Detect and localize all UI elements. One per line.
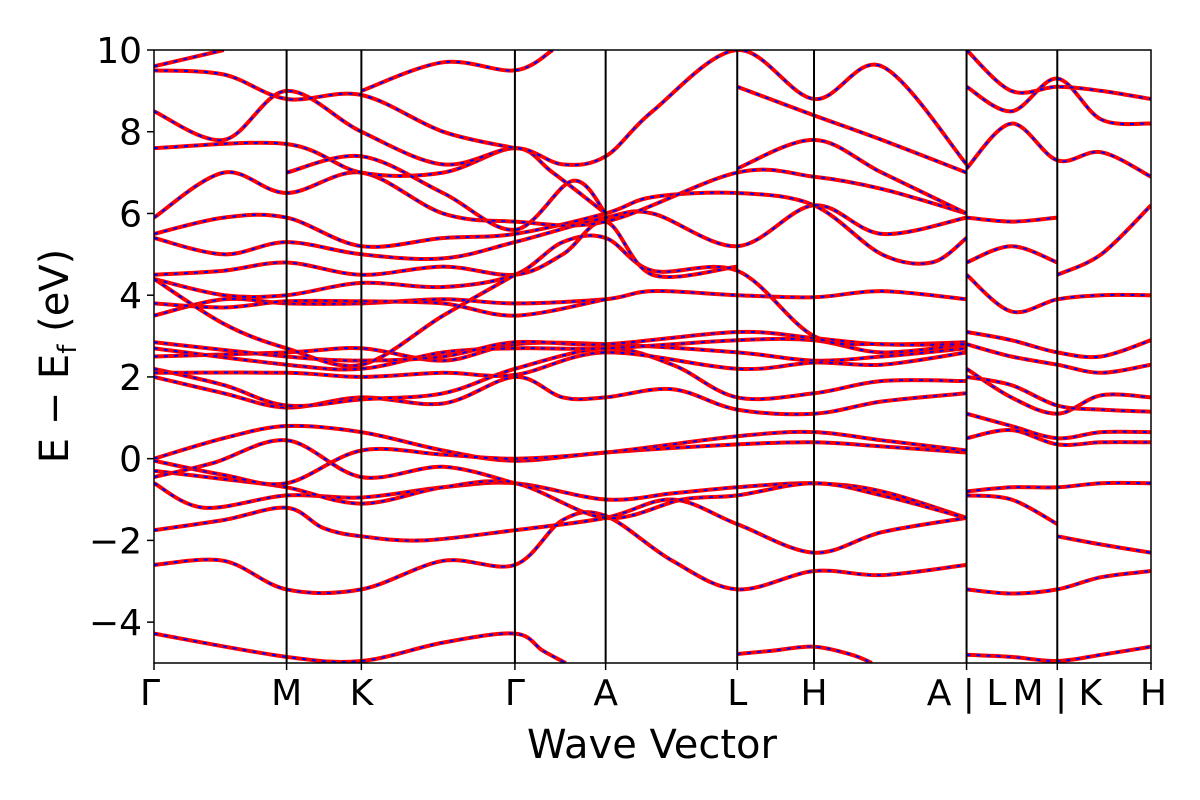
- y-axis-label-main: E − E: [32, 354, 78, 464]
- y-axis-ticks: −4 −2 0 2 4 6 8 10: [89, 31, 154, 644]
- band-line-dashed-45: [966, 216, 1058, 223]
- x-tick-label-4: A: [593, 673, 618, 714]
- band-line-35: [154, 203, 968, 262]
- band-line-28: [154, 233, 967, 347]
- band-line-dashed-10: [966, 494, 1058, 525]
- band-line-dashed-31: [965, 274, 1151, 314]
- band-line-dashed-15: [966, 412, 1151, 440]
- y-tick-label-4: 4: [119, 276, 142, 317]
- y-tick-label-0: −4: [89, 603, 142, 644]
- y-axis-label-unit: (eV): [32, 249, 78, 345]
- band-line-dashed-48: [965, 50, 1151, 100]
- band-line-dashed-46: [965, 122, 1151, 178]
- band-line-dashed-33: [1056, 204, 1151, 276]
- x-tick-label-9: H: [1140, 673, 1167, 714]
- band-line-dashed-42: [361, 50, 554, 92]
- band-line-dashed-29: [154, 220, 738, 278]
- band-line-dashed-0: [154, 632, 567, 663]
- y-tick-label-5: 6: [119, 194, 142, 235]
- band-line-31: [965, 273, 1151, 315]
- x-tick-label-3: Γ: [505, 673, 525, 714]
- x-tick-label-2: K: [350, 673, 375, 714]
- y-tick-label-2: 0: [119, 440, 142, 481]
- x-tick-label-5: L: [727, 673, 747, 714]
- x-axis-label: Wave Vector: [527, 722, 778, 768]
- x-tick-label-0: Γ: [140, 673, 160, 714]
- y-tick-label-3: 2: [119, 358, 142, 399]
- band-line-dashed-1: [737, 645, 873, 663]
- y-tick-label-1: −2: [89, 521, 142, 562]
- band-line-dashed-28: [154, 234, 967, 346]
- band-line-dashed-39: [154, 50, 968, 166]
- band-line-32: [965, 244, 1059, 265]
- band-line-48: [965, 50, 1151, 101]
- band-line-1: [737, 644, 873, 663]
- x-tick-label-6: H: [800, 673, 827, 714]
- band-line-dashed-8: [154, 469, 967, 520]
- band-line-10: [966, 493, 1059, 526]
- kpoint-divider-lines: [285, 50, 1059, 663]
- band-line-15: [966, 411, 1151, 441]
- x-tick-label-8: M | K: [1012, 673, 1103, 714]
- band-line-dashed-12: [154, 430, 967, 486]
- band-line-40: [154, 68, 516, 151]
- y-axis-label: E − Ef (eV): [32, 249, 83, 464]
- band-line-dashed-3: [154, 511, 967, 594]
- band-line-dashed-44: [736, 138, 968, 215]
- band-line-37: [154, 140, 607, 216]
- band-line-dashed-30: [154, 273, 516, 367]
- band-line-dashed-16: [154, 375, 967, 416]
- band-line-dashed-2: [966, 645, 1151, 663]
- band-line-39: [154, 50, 969, 167]
- band-line-dashed-21: [154, 351, 967, 378]
- x-tick-label-7: A | L: [927, 673, 1007, 714]
- band-line-dashed-32: [966, 245, 1058, 264]
- band-line-0: [154, 631, 567, 663]
- band-line-dashed-13: [154, 439, 516, 485]
- band-line-42: [360, 50, 554, 93]
- band-line-5: [154, 497, 967, 555]
- band-line-dashed-35: [154, 204, 967, 261]
- band-line-dashed-34: [154, 191, 968, 265]
- band-line-46: [965, 121, 1151, 179]
- y-axis-label-subscript: f: [53, 344, 83, 354]
- band-line-dashed-6: [1057, 535, 1151, 554]
- band-line-33: [1056, 203, 1151, 277]
- band-line-11: [154, 423, 967, 463]
- band-line-dashed-23: [966, 375, 1151, 413]
- band-line-41: [154, 50, 225, 69]
- band-line-38: [286, 153, 608, 232]
- plot-frame: [153, 49, 1152, 664]
- band-line-8: [154, 468, 968, 521]
- band-line-dashed-18: [154, 341, 967, 362]
- band-line-dashed-17: [154, 347, 967, 407]
- x-tick-label-1: M: [271, 673, 302, 714]
- band-line-dashed-38: [286, 154, 607, 231]
- y-tick-label-7: 10: [96, 31, 142, 72]
- band-line-43: [736, 84, 968, 175]
- y-tick-label-6: 8: [119, 113, 142, 154]
- band-lines: [154, 50, 1151, 663]
- band-line-2: [966, 644, 1151, 663]
